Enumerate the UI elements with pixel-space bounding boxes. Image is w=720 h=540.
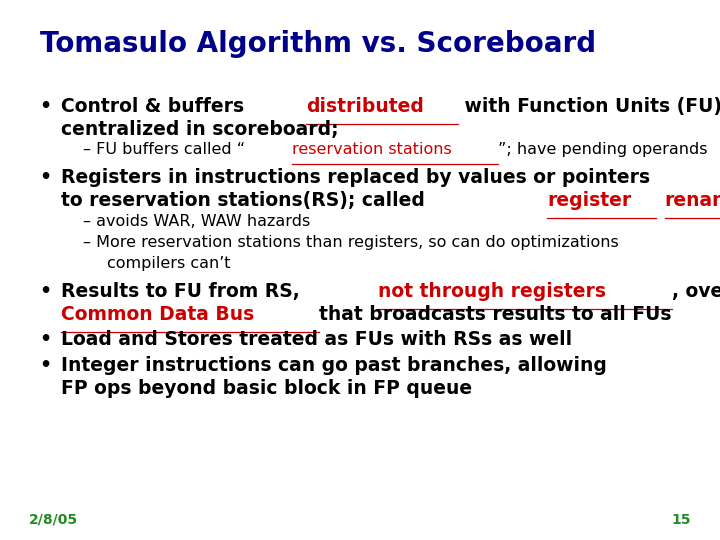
Text: – avoids WAR, WAW hazards: – avoids WAR, WAW hazards bbox=[83, 214, 310, 229]
Text: – More reservation stations than registers, so can do optimizations: – More reservation stations than registe… bbox=[83, 235, 618, 250]
Text: Control & buffers: Control & buffers bbox=[61, 97, 251, 116]
Text: with Function Units (FU) vs.: with Function Units (FU) vs. bbox=[458, 97, 720, 116]
Text: •: • bbox=[40, 168, 52, 187]
Text: , over: , over bbox=[672, 282, 720, 301]
Text: renaming: renaming bbox=[665, 191, 720, 210]
Text: not through registers: not through registers bbox=[378, 282, 606, 301]
Text: ”; have pending operands: ”; have pending operands bbox=[498, 142, 708, 157]
Text: •: • bbox=[40, 97, 52, 116]
Text: that broadcasts results to all FUs: that broadcasts results to all FUs bbox=[319, 305, 672, 324]
Text: register: register bbox=[547, 191, 631, 210]
Text: reservation stations: reservation stations bbox=[292, 142, 451, 157]
Text: •: • bbox=[40, 356, 52, 375]
Text: 2/8/05: 2/8/05 bbox=[29, 512, 78, 526]
Text: Results to FU from RS,: Results to FU from RS, bbox=[61, 282, 307, 301]
Text: •: • bbox=[40, 330, 52, 349]
Text: •: • bbox=[40, 282, 52, 301]
Text: distributed: distributed bbox=[306, 97, 424, 116]
Text: centralized in scoreboard;: centralized in scoreboard; bbox=[61, 120, 339, 139]
Text: Common Data Bus: Common Data Bus bbox=[61, 305, 261, 324]
Text: FP ops beyond basic block in FP queue: FP ops beyond basic block in FP queue bbox=[61, 379, 472, 398]
Text: Tomasulo Algorithm vs. Scoreboard: Tomasulo Algorithm vs. Scoreboard bbox=[40, 30, 595, 58]
Text: 15: 15 bbox=[672, 512, 691, 526]
Text: Load and Stores treated as FUs with RSs as well: Load and Stores treated as FUs with RSs … bbox=[61, 330, 572, 349]
Text: – FU buffers called “: – FU buffers called “ bbox=[83, 142, 245, 157]
Text: compilers can’t: compilers can’t bbox=[107, 256, 230, 271]
Text: Integer instructions can go past branches, allowing: Integer instructions can go past branche… bbox=[61, 356, 607, 375]
Text: Registers in instructions replaced by values or pointers: Registers in instructions replaced by va… bbox=[61, 168, 650, 187]
Text: to reservation stations(RS); called: to reservation stations(RS); called bbox=[61, 191, 438, 210]
